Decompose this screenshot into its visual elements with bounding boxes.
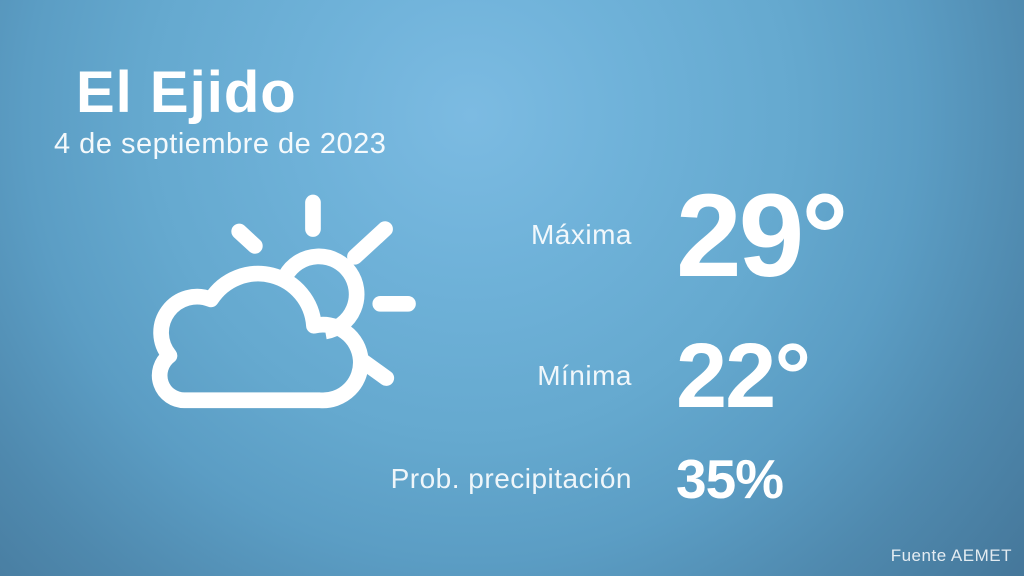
source-attribution: Fuente AEMET <box>890 546 1012 565</box>
cloud-outline-icon <box>151 265 369 409</box>
location-title: El Ejido <box>76 60 297 125</box>
metric-row-max: Máxima 29° <box>0 169 1024 302</box>
sun-behind-cloud-icon <box>151 194 416 409</box>
date-subtitle: 4 de septiembre de 2023 <box>54 128 387 160</box>
min-temp-label: Mínima <box>537 359 632 391</box>
metric-row-precipitation: Prob. precipitación 35% <box>0 437 1024 522</box>
metric-row-min: Mínima 22° <box>0 330 1024 422</box>
max-temp-label: Máxima <box>530 219 632 251</box>
max-temp-value: 29° <box>676 169 848 302</box>
sun-arc-icon <box>279 248 365 340</box>
min-temp-value: 22° <box>676 325 811 427</box>
precipitation-probability-label: Prob. precipitación <box>390 463 632 495</box>
precipitation-probability-value: 35% <box>676 448 784 510</box>
